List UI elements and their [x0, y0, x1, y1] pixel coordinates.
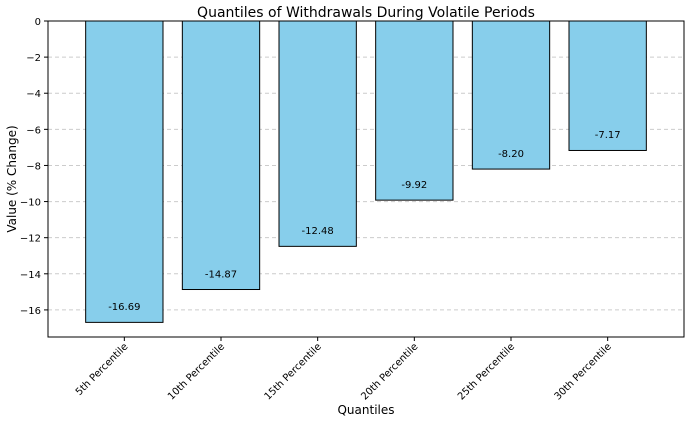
y-tick-label: −2 — [26, 53, 41, 64]
y-axis-label: Value (% Change) — [5, 125, 19, 232]
value-labels-layer: -16.69 -14.87 -12.48 -9.92 -8.20 -7.17 — [108, 130, 620, 313]
chart-title: Quantiles of Withdrawals During Volatile… — [197, 5, 535, 21]
x-tick-label: 30th Percentile — [553, 341, 614, 402]
bar-value-label: -7.17 — [595, 130, 621, 141]
y-tick-label: −16 — [20, 306, 41, 317]
bar-value-label: -9.92 — [401, 180, 427, 191]
x-tick-label: 25th Percentile — [456, 341, 517, 402]
y-tick-label: −4 — [26, 89, 41, 100]
plot-frame — [47, 20, 685, 338]
bar-value-label: -8.20 — [498, 149, 524, 160]
y-tick-label: −14 — [20, 270, 41, 281]
y-tick-label: −6 — [26, 125, 41, 136]
bar-value-label: -16.69 — [108, 302, 140, 313]
x-tick-label: 15th Percentile — [263, 341, 324, 402]
bar-value-label: -12.48 — [302, 226, 334, 237]
x-axis: 5th Percentile 10th Percentile 15th Percen… — [74, 337, 614, 403]
bars-layer — [85, 20, 647, 323]
y-tick-label: −12 — [20, 234, 41, 245]
y-tick-label: −10 — [20, 198, 41, 209]
x-tick-label: 5th Percentile — [74, 341, 131, 398]
y-tick-label: −8 — [26, 161, 41, 172]
x-axis-label: Quantiles — [337, 403, 394, 417]
y-tick-label: 0 — [35, 17, 41, 28]
x-tick-label: 20th Percentile — [359, 341, 420, 402]
bar — [181, 20, 261, 291]
y-axis: 0 −2 −4 −6 −8 −10 −12 −14 −16 — [20, 17, 48, 317]
bar — [568, 20, 647, 151]
x-tick-label: 10th Percentile — [166, 341, 227, 402]
bar — [85, 20, 164, 323]
bar — [375, 20, 454, 201]
bar — [471, 20, 551, 170]
bar-value-label: -14.87 — [205, 269, 237, 280]
bar — [278, 20, 357, 247]
